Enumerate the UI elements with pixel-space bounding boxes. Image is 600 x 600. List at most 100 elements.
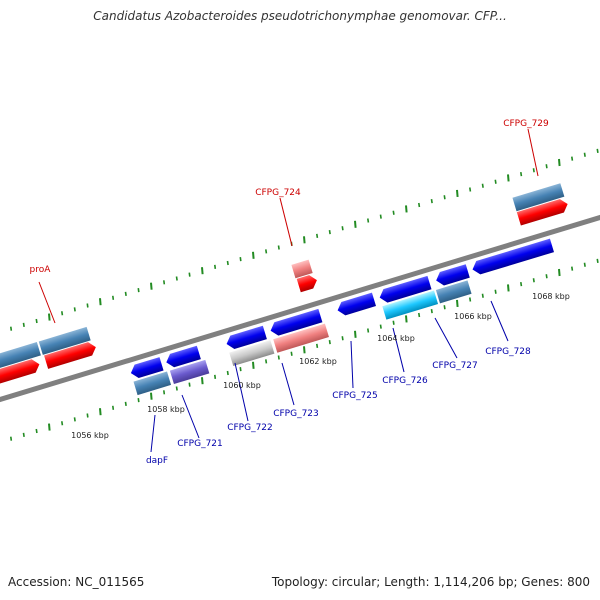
track-tick (532, 168, 535, 173)
track-tick (405, 205, 408, 213)
tick-label: 1062 kbp (299, 357, 337, 366)
gene-block[interactable] (0, 358, 41, 385)
track-tick (545, 164, 548, 169)
gene-CFPG_723-block[interactable] (273, 323, 329, 353)
track-tick (392, 210, 395, 215)
track-tick (418, 312, 421, 318)
track-tick (99, 408, 102, 416)
gene-CFPG_727-block[interactable] (435, 280, 472, 304)
track-tick (73, 307, 76, 312)
track-tick (48, 423, 51, 431)
gene-block[interactable] (269, 308, 323, 337)
track-tick (214, 264, 217, 269)
track-tick (354, 220, 357, 228)
gene-block[interactable] (225, 325, 267, 351)
track-tick (341, 226, 344, 231)
topology-text: Topology: circular; Length: 1,114,206 bp… (271, 575, 590, 589)
track-tick (430, 198, 433, 204)
track-tick (214, 374, 217, 379)
gene-block[interactable] (38, 326, 91, 355)
track-tick (10, 326, 13, 331)
track-tick (456, 299, 459, 307)
gene-label-proA[interactable]: proA (30, 265, 52, 275)
track-tick (481, 183, 484, 188)
gene-block[interactable] (516, 197, 570, 226)
gene-label-CFPG_727[interactable]: CFPG_727 (432, 361, 478, 371)
tick-label: 1056 kbp (71, 431, 109, 440)
track-tick (545, 274, 548, 279)
track-tick (61, 311, 64, 316)
gene-label-CFPG_726[interactable]: CFPG_726 (382, 376, 428, 386)
track-tick (596, 148, 599, 154)
track-tick (99, 298, 102, 306)
gene-block[interactable] (471, 238, 554, 276)
tick-label: 1066 kbp (454, 312, 492, 321)
gene-label-CFPG_724[interactable]: CFPG_724 (255, 188, 301, 198)
gene-proA-block[interactable] (0, 342, 41, 370)
gene-block[interactable] (378, 275, 432, 304)
track-tick (469, 297, 472, 302)
track-tick (558, 158, 561, 167)
track-tick (150, 282, 153, 290)
gene-block[interactable] (296, 273, 319, 293)
track-tick (188, 382, 191, 387)
track-tick (112, 405, 115, 410)
gene-label-CFPG_721[interactable]: CFPG_721 (177, 439, 223, 449)
gene-CFPG_724-block[interactable] (291, 259, 313, 279)
track-tick (22, 322, 25, 328)
track-tick (175, 276, 178, 281)
gene-block[interactable] (164, 345, 201, 369)
gene-block[interactable] (434, 264, 470, 287)
track-tick (571, 266, 574, 271)
track-tick (188, 272, 191, 277)
track-tick (354, 330, 357, 338)
gene-dapF-block[interactable] (133, 371, 172, 396)
track-tick (35, 318, 38, 324)
gene-labels: proA CFPG_724 CFPG_729 dapF CFPG_721 CFP… (30, 119, 549, 466)
track-tick (328, 229, 331, 235)
track-tick (405, 315, 408, 323)
gene-label-CFPG_725[interactable]: CFPG_725 (332, 391, 378, 401)
gene-CFPG_726-block[interactable] (382, 290, 439, 320)
track-tick (303, 236, 306, 244)
track-tick (277, 355, 280, 360)
gene-label-dapF[interactable]: dapF (146, 456, 168, 466)
track-tick (112, 295, 115, 300)
gene-block[interactable] (129, 357, 164, 380)
track-tick (456, 189, 459, 197)
track-tick (86, 303, 89, 308)
track-tick (571, 156, 574, 161)
track-tick (290, 351, 293, 356)
accession-text: Accession: NC_011565 (8, 575, 145, 589)
track-tick (583, 262, 586, 267)
tick-label: 1064 kbp (377, 334, 415, 343)
gene-block[interactable] (44, 340, 98, 369)
gene-CFPG_721-block[interactable] (169, 359, 210, 385)
gene-label-CFPG_729[interactable]: CFPG_729 (503, 119, 549, 129)
track-tick (494, 179, 497, 184)
track-tick (379, 214, 382, 219)
track-tick (150, 392, 153, 400)
gene-CFPG_722-block[interactable] (229, 340, 275, 367)
track-tick (520, 171, 523, 177)
track-tick (73, 417, 76, 422)
track-tick (507, 284, 510, 292)
kbp-labels: 1056 kbp 1058 kbp 1060 kbp 1062 kbp 1064… (71, 292, 570, 440)
gene-label-CFPG_722[interactable]: CFPG_722 (227, 423, 273, 433)
gene-block[interactable] (336, 292, 376, 317)
track-tick (341, 336, 344, 341)
track-tick (277, 245, 280, 250)
track-tick (201, 377, 204, 385)
forward-tick-track (10, 148, 599, 331)
tick-label: 1068 kbp (532, 292, 570, 301)
track-tick (86, 413, 89, 418)
track-tick (303, 346, 306, 354)
track-tick (226, 370, 229, 376)
track-tick (379, 324, 382, 329)
track-tick (596, 258, 599, 264)
gene-block[interactable] (512, 183, 565, 212)
gene-label-CFPG_728[interactable]: CFPG_728 (485, 347, 531, 357)
track-tick (507, 174, 510, 182)
gene-label-CFPG_723[interactable]: CFPG_723 (273, 409, 319, 419)
